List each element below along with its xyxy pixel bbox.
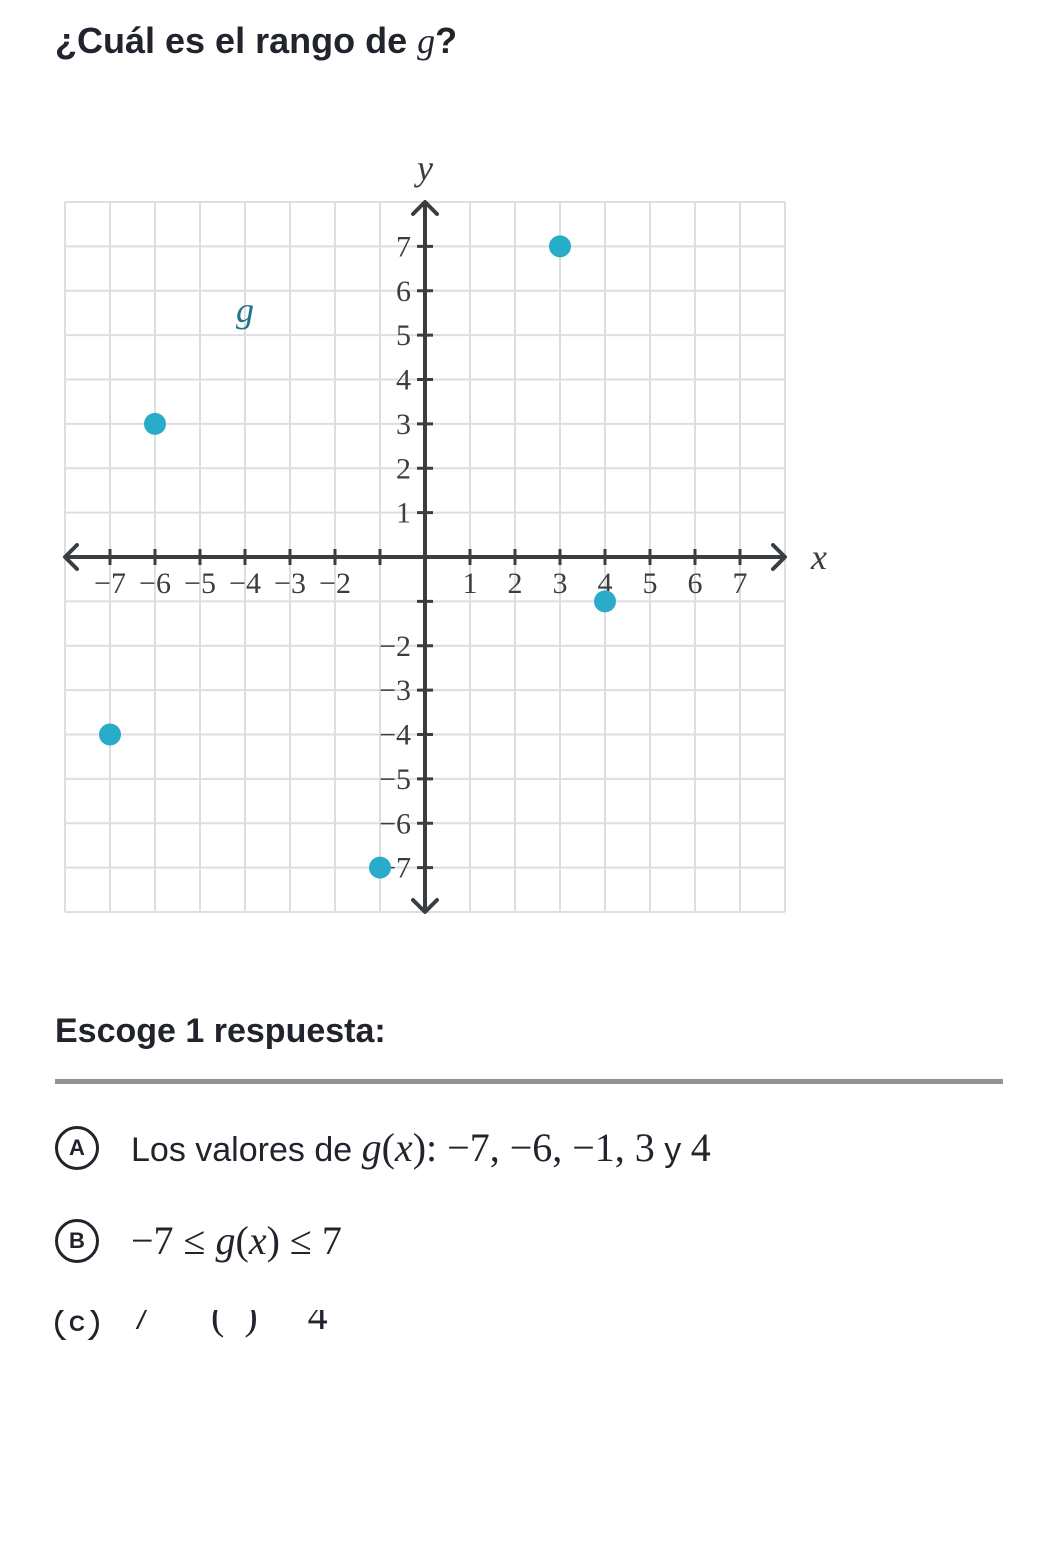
svg-text:−4: −4 — [379, 719, 411, 752]
choice-c-letter: C — [55, 1310, 99, 1340]
question-suffix: ? — [435, 20, 457, 61]
question-prefix: ¿Cuál es el rango de — [55, 20, 417, 61]
svg-text:1: 1 — [463, 567, 478, 600]
svg-text:−3: −3 — [274, 567, 306, 600]
scatter-chart: −7−6−5−4−3−212345671234567−2−3−4−5−6−7xy… — [55, 142, 835, 942]
svg-text:g: g — [236, 290, 254, 330]
svg-text:3: 3 — [553, 567, 568, 600]
svg-text:−2: −2 — [379, 630, 411, 663]
svg-text:5: 5 — [643, 567, 658, 600]
choice-a-text: Los valores de g(x): −7, −6, −1, 3 y 4 — [131, 1124, 711, 1171]
svg-text:−3: −3 — [379, 674, 411, 707]
question-title: ¿Cuál es el rango de g? — [55, 20, 1003, 62]
choice-c-text: 7 ( ) 4 — [131, 1310, 328, 1339]
svg-text:6: 6 — [688, 567, 703, 600]
chart-container: −7−6−5−4−3−212345671234567−2−3−4−5−6−7xy… — [55, 142, 1003, 942]
choice-a[interactable]: A Los valores de g(x): −7, −6, −1, 3 y 4 — [55, 1124, 1003, 1171]
choice-c-cutoff[interactable]: C 7 ( ) 4 — [55, 1310, 1003, 1340]
choice-b[interactable]: B −7 ≤ g(x) ≤ 7 — [55, 1217, 1003, 1264]
svg-text:x: x — [810, 537, 827, 577]
svg-text:7: 7 — [733, 567, 748, 600]
svg-text:6: 6 — [396, 275, 411, 308]
choice-a-letter: A — [55, 1126, 99, 1170]
svg-text:−6: −6 — [139, 567, 171, 600]
svg-text:2: 2 — [508, 567, 523, 600]
svg-text:−7: −7 — [94, 567, 126, 600]
choice-b-letter: B — [55, 1219, 99, 1263]
choice-b-text: −7 ≤ g(x) ≤ 7 — [131, 1217, 342, 1264]
svg-text:2: 2 — [396, 452, 411, 485]
svg-text:−5: −5 — [184, 567, 216, 600]
svg-text:7: 7 — [396, 230, 411, 263]
svg-text:1: 1 — [396, 497, 411, 530]
svg-text:−6: −6 — [379, 807, 411, 840]
answer-prompt: Escoge 1 respuesta: — [55, 1012, 1003, 1051]
svg-text:−4: −4 — [229, 567, 261, 600]
svg-text:−2: −2 — [319, 567, 351, 600]
svg-text:4: 4 — [396, 364, 411, 397]
svg-text:3: 3 — [396, 408, 411, 441]
svg-text:−5: −5 — [379, 763, 411, 796]
svg-text:y: y — [414, 148, 433, 188]
svg-text:5: 5 — [396, 319, 411, 352]
question-variable: g — [417, 21, 435, 61]
divider — [55, 1079, 1003, 1084]
